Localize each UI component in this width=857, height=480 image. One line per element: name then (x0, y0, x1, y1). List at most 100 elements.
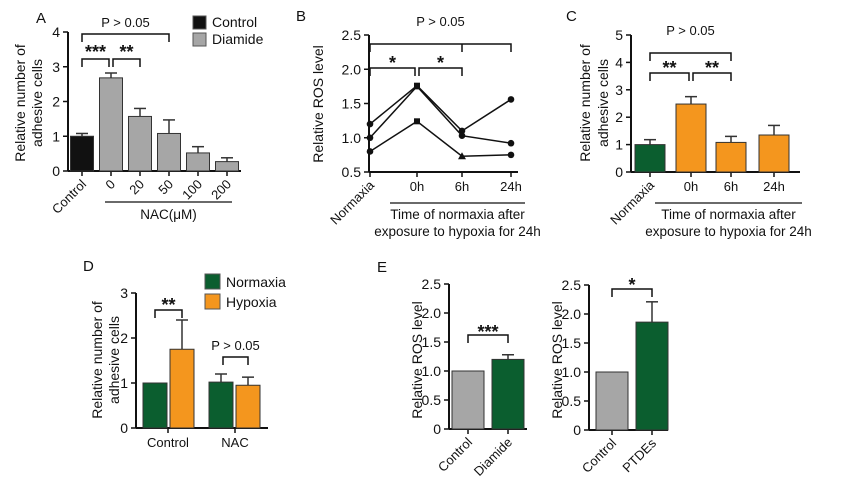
bar (169, 348, 195, 429)
x-tick-label: Control (579, 435, 619, 475)
data-point (458, 132, 466, 139)
y-axis-label: Relative ROS level (549, 301, 565, 419)
y-tick-label: 1.5 (342, 96, 362, 112)
panel-B: B 0.5 1.0 1.5 2.0 2.5 Relative ROS levelNormax… (296, 8, 541, 239)
x-tick-label: Diamide (471, 435, 515, 479)
panel-E: E 0 0.5 1.0 1.5 2.0 2.5 Relative ROS level Contr… (377, 259, 527, 479)
x-tick-label: 100 (179, 177, 205, 203)
legend-label: Hypoxia (226, 294, 277, 310)
bar (142, 382, 168, 429)
x-tick-label: Control (49, 176, 89, 216)
x-tick-label: Control (147, 435, 189, 450)
legend-label: Control (212, 14, 257, 30)
data-point (507, 151, 515, 159)
y-axis-label: Relative number of (577, 44, 593, 162)
x-tick-label: 0h (684, 179, 698, 194)
series-line (369, 84, 512, 132)
x-tick-label: 0 (102, 177, 118, 193)
bar (128, 115, 152, 172)
data-point (366, 148, 374, 155)
bar (208, 381, 234, 429)
significance-label: P > 0.05 (101, 15, 150, 30)
bar (235, 384, 261, 429)
data-point (458, 127, 466, 135)
y-tick-label: 2 (120, 330, 128, 346)
data-point (507, 96, 515, 103)
significance-bracket (369, 67, 416, 76)
significance-label: * (628, 275, 635, 295)
legend-label: Normaxia (226, 274, 286, 290)
y-tick-label: 1 (615, 137, 623, 153)
significance-bracket (222, 356, 249, 365)
group-label: exposure to hypoxia for 24h (645, 224, 812, 239)
x-tick-label: 0h (410, 179, 424, 194)
y-tick-label: 0.5 (342, 164, 362, 180)
y-tick-label: 3 (615, 82, 623, 98)
significance-label: *** (477, 322, 498, 342)
bar (157, 132, 181, 172)
significance-bracket (692, 72, 732, 81)
bar (595, 371, 629, 431)
y-tick-label: 2.5 (422, 276, 442, 292)
significance-bracket (154, 309, 183, 318)
y-tick-label: 4 (615, 54, 623, 70)
group-label: exposure to hypoxia for 24h (374, 224, 541, 239)
significance-bracket (81, 58, 110, 67)
bar (215, 161, 239, 172)
y-tick-label: 1.0 (342, 130, 362, 146)
y-tick-label: 2.0 (562, 306, 582, 322)
y-tick-label: 5 (615, 27, 623, 43)
legend-label: Diamide (212, 31, 264, 47)
y-tick-label: 2.0 (422, 305, 442, 321)
data-point (414, 83, 420, 90)
x-tick-label: Normaxia (607, 177, 657, 227)
y-tick-label: 0 (120, 420, 128, 436)
panel-A: A 0 1 2 3 4 Relative number of adhesive cells Co… (12, 10, 264, 222)
series-line (369, 85, 512, 144)
x-tick-label: 20 (126, 177, 147, 198)
x-tick-label: PTDEs (619, 435, 659, 475)
panel-C: C 0 1 2 3 4 5 Relative number of adhesive cells N… (566, 8, 812, 239)
x-tick-label: 6h (455, 179, 469, 194)
bar (186, 152, 210, 172)
significance-label: P > 0.05 (416, 14, 465, 29)
significance-label: ** (662, 58, 676, 78)
y-tick-label: 0 (573, 422, 581, 438)
y-tick-label: 1.0 (422, 363, 442, 379)
significance-label: * (437, 53, 444, 73)
y-tick-label: 0 (433, 421, 441, 437)
data-point (366, 134, 374, 142)
significance-label: P > 0.05 (666, 23, 715, 38)
y-tick-label: 0 (52, 163, 60, 179)
y-tick-label: 4 (52, 24, 60, 40)
x-tick-label: NAC (221, 435, 248, 450)
significance-bracket (369, 43, 512, 52)
data-point (414, 118, 420, 125)
bar (451, 370, 485, 430)
y-axis-label: adhesive cells (106, 316, 122, 404)
significance-bracket (649, 52, 732, 61)
panel-label: B (296, 8, 306, 25)
panel-label: A (36, 10, 46, 27)
bar (99, 77, 123, 172)
y-axis-label: adhesive cells (29, 59, 45, 147)
legend-swatch (204, 293, 221, 310)
group-label: NAC(μM) (140, 207, 197, 222)
y-tick-label: 2.0 (342, 61, 362, 77)
significance-bracket (611, 288, 653, 297)
significance-label: P > 0.05 (211, 338, 260, 353)
significance-bracket (81, 33, 170, 42)
y-tick-label: 0.5 (562, 393, 582, 409)
bar (675, 103, 707, 173)
y-tick-label: 3 (52, 59, 60, 75)
data-point (366, 120, 374, 128)
legend-swatch (192, 15, 207, 30)
y-axis-label: Relative ROS level (310, 45, 326, 163)
significance-bracket (418, 67, 463, 76)
y-axis-label: Relative number of (89, 301, 105, 419)
y-tick-label: 1.5 (562, 335, 582, 351)
significance-bracket (649, 72, 690, 81)
y-tick-label: 0 (615, 164, 623, 180)
y-tick-label: 1 (52, 128, 60, 144)
